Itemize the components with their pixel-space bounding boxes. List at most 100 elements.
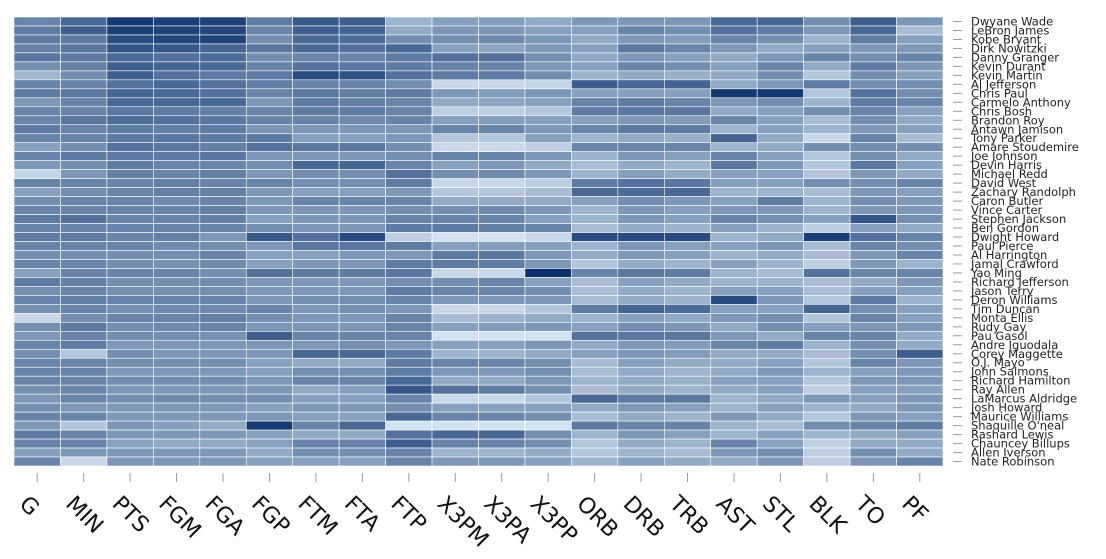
heatmap-cell <box>896 25 944 36</box>
heatmap-cell <box>478 196 526 206</box>
heatmap-cell <box>571 438 619 449</box>
player-label: Rashard Lewis <box>971 428 1053 442</box>
heatmap-cell <box>292 250 340 260</box>
heatmap-cell <box>431 106 479 117</box>
player-label: O.J. Mayo <box>971 356 1025 370</box>
heatmap-cell <box>431 429 479 440</box>
heatmap-cell <box>896 61 944 72</box>
heatmap-cell <box>60 115 108 126</box>
heatmap-cell <box>617 402 665 413</box>
heatmap-cell <box>292 115 340 126</box>
heatmap-cell <box>710 259 758 269</box>
heatmap-cell <box>385 384 433 395</box>
heatmap-cell <box>849 88 897 99</box>
heatmap-cell <box>896 151 944 161</box>
heatmap-cell <box>60 286 108 296</box>
heatmap-cell <box>385 411 433 422</box>
heatmap-cell <box>338 97 386 108</box>
heatmap-cell <box>245 196 294 206</box>
heatmap-cell <box>245 70 294 81</box>
heatmap-cell <box>896 160 944 170</box>
heatmap-cell <box>896 447 944 458</box>
heatmap-cell <box>60 124 108 135</box>
heatmap-cell <box>617 61 665 72</box>
heatmap-cell <box>60 375 108 386</box>
player-label: Shaquille O'neal <box>971 419 1064 433</box>
heatmap-cell <box>13 52 61 63</box>
heatmap-cell <box>478 205 526 215</box>
heatmap-cell <box>385 339 433 350</box>
heatmap-cell <box>292 456 340 467</box>
heatmap-cell <box>524 52 572 63</box>
heatmap-cell <box>803 241 851 251</box>
heatmap-cell <box>153 124 201 135</box>
heatmap-cell <box>663 151 712 161</box>
heatmap-cell <box>245 16 294 27</box>
heatmap-cell <box>106 429 154 440</box>
heatmap-cell <box>710 187 758 197</box>
heatmap-cell <box>849 115 897 126</box>
heatmap-cell <box>199 43 247 54</box>
heatmap-cell <box>756 420 804 431</box>
heatmap-cell <box>663 34 712 45</box>
heatmap-cell <box>756 25 804 36</box>
player-label: John Salmons <box>970 365 1049 379</box>
heatmap-cell <box>60 34 108 45</box>
heatmap-cell <box>292 277 340 287</box>
heatmap-cell <box>338 205 386 215</box>
heatmap-cell <box>756 142 804 153</box>
heatmap-cell <box>199 196 247 206</box>
heatmap-cell <box>849 205 897 215</box>
heatmap-cell <box>663 88 712 99</box>
heatmap-cell <box>60 169 108 179</box>
heatmap-cell <box>803 393 851 404</box>
heatmap-cell <box>106 205 154 215</box>
heatmap-cell <box>478 438 526 449</box>
heatmap-cell <box>710 384 758 395</box>
heatmap-cell <box>60 214 108 224</box>
heatmap-cell <box>663 313 712 323</box>
heatmap-cell <box>153 375 201 386</box>
heatmap-cell <box>431 384 479 395</box>
heatmap-cell <box>13 375 61 386</box>
heatmap-cell <box>431 133 479 144</box>
heatmap-cell <box>478 169 526 179</box>
heatmap-cell <box>663 178 712 188</box>
stat-label: TRB <box>664 491 713 540</box>
heatmap-cell <box>431 232 479 242</box>
heatmap-cell <box>710 169 758 179</box>
heatmap-cell <box>292 70 340 81</box>
heatmap-cell <box>756 70 804 81</box>
heatmap-cell <box>478 223 526 233</box>
heatmap-cell <box>524 43 572 54</box>
heatmap-cell <box>478 313 526 323</box>
heatmap-cell <box>245 259 294 269</box>
heatmap-cell <box>245 205 294 215</box>
heatmap-cell <box>60 322 108 332</box>
heatmap-cell <box>385 241 433 251</box>
heatmap-cell <box>106 43 154 54</box>
heatmap-cell <box>617 79 665 90</box>
heatmap-cell <box>13 124 61 135</box>
heatmap-cell <box>710 438 758 449</box>
heatmap-cell <box>431 169 479 179</box>
heatmap-cell <box>431 348 479 359</box>
heatmap-cell <box>663 115 712 126</box>
heatmap-cell <box>199 52 247 63</box>
heatmap-cell <box>385 259 433 269</box>
heatmap-cell <box>106 196 154 206</box>
heatmap-cell <box>617 70 665 81</box>
heatmap-cell <box>431 115 479 126</box>
heatmap-cell <box>571 160 619 170</box>
heatmap-cell <box>106 339 154 350</box>
heatmap-cell <box>571 178 619 188</box>
heatmap-cell <box>338 187 386 197</box>
heatmap-cell <box>849 196 897 206</box>
heatmap-cell <box>431 402 479 413</box>
heatmap-cell <box>710 322 758 332</box>
heatmap-cell <box>338 70 386 81</box>
heatmap-cell <box>106 16 154 27</box>
heatmap-cell <box>338 142 386 153</box>
heatmap-cell <box>338 268 386 278</box>
heatmap-cell <box>756 250 804 260</box>
